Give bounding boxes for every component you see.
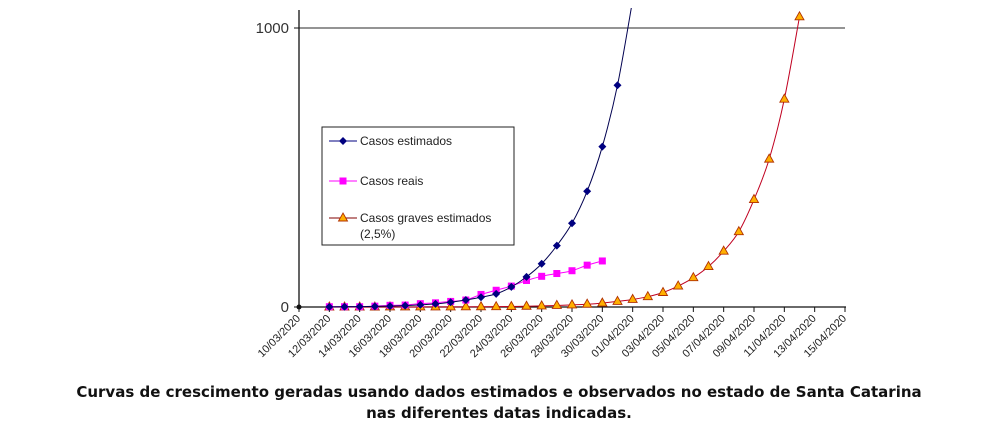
- data-point-triangle: [597, 297, 608, 307]
- legend: Casos estimados Casos reais Casos graves…: [321, 126, 515, 246]
- data-point-triangle: [763, 153, 775, 163]
- triangle-marker-icon: [337, 212, 349, 222]
- origin-marker: [296, 304, 302, 310]
- legend-label-casos-estimados: Casos estimados: [360, 134, 452, 148]
- data-point-diamond: [552, 241, 561, 250]
- data-point-diamond: [386, 302, 394, 311]
- caption-line-2: nas diferentes datas indicadas.: [366, 404, 632, 422]
- data-point-diamond: [355, 302, 364, 311]
- data-point-diamond: [461, 296, 470, 305]
- data-point-triangle: [551, 299, 563, 309]
- legend-label-casos-graves-pct: (2,5%): [360, 227, 395, 241]
- series-casos-graves-estimados-2-5: [324, 10, 805, 311]
- data-point-triangle: [460, 300, 472, 311]
- data-point-triangle: [475, 300, 487, 311]
- data-point-diamond: [522, 272, 531, 281]
- data-point-triangle: [688, 271, 699, 282]
- data-point-triangle: [566, 298, 578, 309]
- y-tick-label-1000: 1000: [256, 20, 289, 37]
- legend-label-casos-graves: Casos graves estimados: [360, 211, 491, 225]
- legend-item-casos-reais: Casos reais: [329, 174, 423, 188]
- square-marker-icon: [339, 177, 347, 185]
- data-point-square: [553, 270, 561, 278]
- data-point-square: [538, 272, 546, 280]
- y-tick-label-0: 0: [281, 299, 289, 316]
- data-point-triangle: [536, 299, 547, 310]
- legend-item-casos-graves: Casos graves estimados (2,5%): [329, 211, 491, 241]
- data-point-square: [583, 261, 591, 269]
- data-point-triangle: [642, 290, 654, 301]
- data-point-triangle: [794, 10, 805, 21]
- data-point-triangle: [612, 295, 623, 305]
- data-point-triangle: [490, 300, 502, 311]
- data-point-triangle: [748, 193, 760, 204]
- data-point-triangle: [672, 280, 684, 290]
- data-point-diamond: [583, 187, 592, 196]
- series-casos-estimados: [325, 8, 632, 311]
- data-point-diamond: [613, 81, 622, 90]
- data-point-diamond: [568, 219, 576, 228]
- data-point-diamond: [416, 300, 425, 309]
- data-point-diamond: [446, 298, 455, 307]
- data-point-square: [568, 267, 576, 275]
- data-point-triangle: [703, 260, 714, 270]
- data-point-diamond: [477, 293, 485, 302]
- legend-box: [321, 126, 515, 246]
- data-point-diamond: [492, 289, 501, 298]
- growth-curves-chart: 1000 0 10/03/202012/03/202014/03/202016/…: [256, 8, 849, 360]
- caption-line-1: Curvas de crescimento geradas usando dad…: [76, 383, 922, 401]
- data-point-diamond: [507, 282, 516, 291]
- data-point-triangle: [506, 300, 517, 310]
- data-point-diamond: [340, 302, 349, 311]
- data-point-triangle: [627, 293, 638, 303]
- data-point-diamond: [598, 142, 607, 151]
- data-point-diamond: [370, 302, 379, 311]
- legend-item-casos-estimados: Casos estimados: [329, 134, 452, 148]
- data-point-diamond: [431, 299, 440, 308]
- data-point-triangle: [733, 225, 745, 236]
- data-point-diamond: [537, 259, 546, 268]
- data-point-triangle: [657, 286, 669, 296]
- data-point-diamond: [401, 301, 410, 310]
- legend-label-casos-reais: Casos reais: [360, 174, 423, 188]
- data-point-triangle: [521, 300, 532, 310]
- data-point-diamond: [325, 302, 334, 311]
- data-point-triangle: [779, 93, 790, 103]
- data-point-triangle: [581, 298, 593, 308]
- figure-caption: Curvas de crescimento geradas usando dad…: [0, 382, 998, 424]
- diamond-marker-icon: [339, 137, 347, 145]
- data-point-triangle: [718, 245, 729, 255]
- data-point-square: [598, 257, 606, 265]
